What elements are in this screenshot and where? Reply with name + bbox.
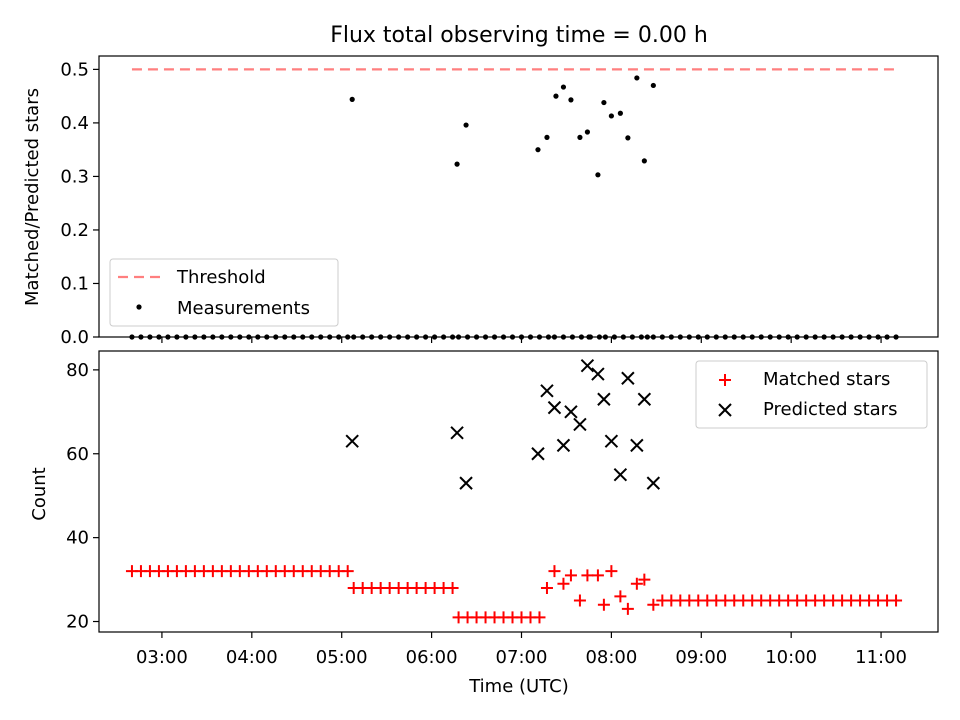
ratio-y-axis-label: Matched/Predicted stars — [22, 88, 43, 306]
matched-star-marker — [548, 565, 561, 578]
predicted-star-marker — [630, 438, 644, 453]
legend-measurements-label: Measurements — [177, 298, 310, 319]
matched-star-marker — [446, 581, 459, 594]
measurement-point — [625, 135, 631, 141]
predicted-star-marker — [459, 476, 473, 490]
predicted-star-marker — [540, 384, 554, 398]
matched-star-marker — [557, 577, 570, 590]
measurements-legend-icon — [136, 304, 142, 310]
ratio-panel: 0.0 0.1 0.2 0.3 0.4 0.5 Matched/Predicted sta… — [22, 55, 939, 348]
matched-star-marker — [647, 598, 660, 611]
x-axis-label: Time (UTC) — [468, 676, 569, 697]
measurement-point — [617, 110, 623, 116]
measurement-point — [349, 96, 355, 102]
measurement-point — [608, 113, 614, 119]
matched-star-marker — [591, 569, 604, 582]
legend-threshold-label: Threshold — [176, 267, 266, 288]
x-tick-label: 03:00 — [136, 647, 188, 668]
x-tick-label: 07:00 — [496, 647, 548, 668]
y-tick-label: 0.4 — [60, 113, 89, 134]
x-tick-label: 04:00 — [226, 647, 278, 668]
predicted-star-marker — [531, 447, 545, 461]
matched-star-marker — [638, 573, 651, 586]
measurement-point — [601, 99, 607, 106]
matched-star-marker — [614, 590, 627, 603]
predicted-star-marker — [547, 400, 562, 415]
matched-star-marker — [630, 577, 643, 590]
y-tick-label: 20 — [66, 612, 89, 633]
legend-predicted-label: Predicted stars — [763, 399, 897, 420]
predicted-star-marker — [450, 426, 464, 440]
measurement-point — [463, 122, 469, 128]
x-tick-label: 10:00 — [765, 647, 817, 668]
count-y-axis-label: Count — [29, 467, 50, 520]
matched-star-marker — [540, 581, 553, 594]
predicted-legend-icon — [718, 403, 732, 417]
y-tick-label: 0.2 — [60, 220, 89, 241]
measurement-point — [584, 129, 591, 135]
predicted-star-marker — [621, 371, 635, 385]
predicted-star-marker — [564, 405, 578, 419]
chart-title: Flux total observing time = 0.00 h — [330, 23, 708, 48]
matched-legend-icon — [719, 374, 731, 386]
y-tick-label: 40 — [66, 528, 89, 549]
y-tick-label: 60 — [66, 444, 89, 465]
x-tick-label: 05:00 — [316, 647, 368, 668]
measurement-point — [544, 134, 550, 140]
count-legend: Matched stars Predicted stars — [695, 360, 928, 429]
y-tick-label: 0.1 — [60, 273, 89, 294]
matched-star-marker — [573, 594, 586, 607]
y-tick-label: 0.0 — [60, 327, 89, 348]
y-tick-label: 0.3 — [60, 166, 89, 187]
predicted-star-marker — [597, 392, 611, 406]
predicted-star-marker — [646, 476, 661, 490]
matched-star-marker — [621, 602, 634, 615]
predicted-star-marker — [573, 417, 587, 432]
matched-star-marker — [605, 565, 618, 578]
measurement-point — [634, 75, 640, 81]
count-panel-frame — [98, 350, 939, 633]
matched-star-marker — [341, 565, 354, 578]
x-tick-label: 11:00 — [855, 647, 907, 668]
predicted-star-marker — [604, 434, 619, 448]
count-legend-box — [695, 360, 928, 429]
measurement-point — [650, 82, 656, 89]
measurement-point — [568, 97, 574, 103]
ratio-panel-frame — [98, 55, 939, 338]
count-panel: 20 40 60 80 03:00 04:00 05:00 06:00 07:00 08:00 0… — [29, 350, 939, 697]
y-tick-label: 80 — [66, 360, 89, 381]
x-tick-label: 06:00 — [406, 647, 458, 668]
measurement-point — [454, 161, 460, 167]
measurement-point — [641, 158, 647, 164]
measurement-point — [535, 147, 541, 153]
measurement-point — [560, 84, 567, 90]
matched-star-marker — [564, 569, 577, 582]
matched-star-marker — [890, 594, 903, 607]
legend-matched-label: Matched stars — [763, 369, 890, 390]
predicted-star-marker — [591, 367, 605, 381]
measurement-point — [553, 93, 559, 99]
x-tick-label: 08:00 — [585, 647, 637, 668]
measurement-point — [595, 172, 601, 178]
predicted-star-marker — [345, 434, 359, 448]
predicted-star-marker — [613, 468, 628, 482]
matched-star-marker — [533, 611, 546, 624]
y-tick-label: 0.5 — [60, 59, 89, 80]
ratio-legend-box — [109, 258, 339, 327]
predicted-star-marker — [556, 438, 571, 453]
predicted-star-marker — [637, 392, 652, 406]
predicted-star-marker — [580, 358, 595, 373]
measurement-point — [577, 134, 583, 140]
ratio-legend: Threshold Measurements — [109, 258, 339, 327]
matched-star-marker — [597, 598, 610, 611]
matched-star-marker — [581, 569, 594, 582]
x-tick-label: 09:00 — [675, 647, 727, 668]
